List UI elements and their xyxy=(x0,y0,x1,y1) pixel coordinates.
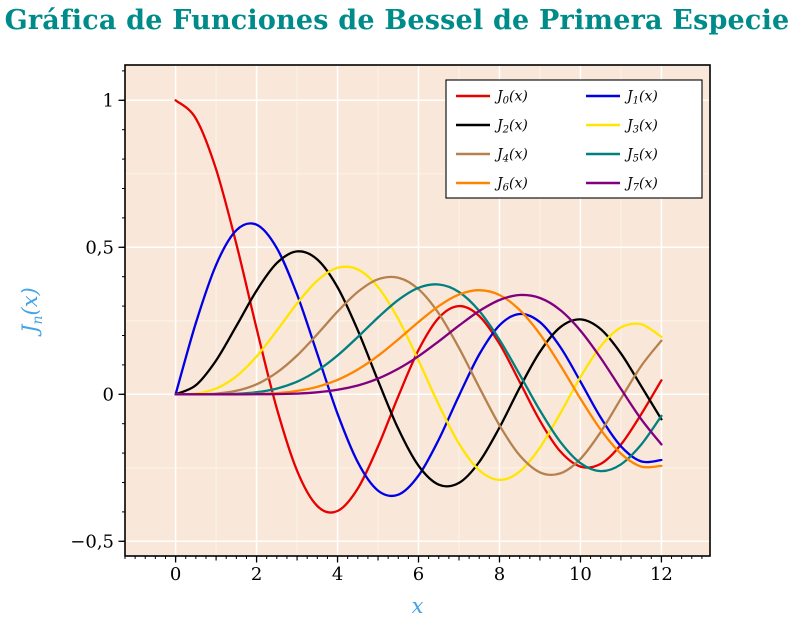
x-axis-label: x xyxy=(125,594,710,618)
x-tick-label: 6 xyxy=(413,564,424,585)
curve-j7 xyxy=(174,293,663,446)
curve-j2 xyxy=(174,250,663,488)
y-tick-labels: −0,5 0 0,5 1 xyxy=(70,90,114,552)
y-tick-label: 0,5 xyxy=(85,237,114,258)
y-tick-label: 0 xyxy=(103,384,114,405)
legend-label-j4: J4(x) xyxy=(494,147,528,165)
chart-title: Gráfica de Funciones de Bessel de Primer… xyxy=(4,5,790,36)
legend-label-j2: J2(x) xyxy=(494,118,528,136)
x-axis-label-text: x xyxy=(411,594,424,618)
legend-label-j1: J1(x) xyxy=(624,89,658,107)
bessel-chart: 0 2 4 6 8 10 12 −0,5 0 0,5 1 J0(x) J1(x) J2(x) J3(x) J4… xyxy=(70,64,711,585)
y-tick-label: 1 xyxy=(103,90,114,111)
curve-j3 xyxy=(174,265,663,482)
axis-frame xyxy=(124,64,711,557)
curves xyxy=(174,99,663,514)
legend-label-j3: J3(x) xyxy=(624,118,658,136)
curve-j4 xyxy=(174,275,663,476)
x-tick-label: 2 xyxy=(251,564,262,585)
y-axis-label-rest: (x) xyxy=(17,287,42,316)
x-tick-label: 8 xyxy=(494,564,505,585)
x-tick-label: 0 xyxy=(170,564,181,585)
legend: J0(x) J1(x) J2(x) J3(x) J4(x) J5(x) J6(x) J7(x) xyxy=(445,79,703,199)
legend-label-j7: J7(x) xyxy=(624,176,658,194)
curve-j5 xyxy=(174,283,663,473)
y-axis-label-base: J xyxy=(17,324,42,333)
curve-j1 xyxy=(174,222,663,498)
legend-label-j6: J6(x) xyxy=(494,176,528,194)
tick-marks xyxy=(118,70,703,563)
x-tick-label: 12 xyxy=(650,564,673,585)
legend-box xyxy=(445,79,703,199)
y-axis-label-sub: n xyxy=(30,315,47,325)
x-tick-label: 4 xyxy=(332,564,343,585)
y-axis-label: Jn(x) xyxy=(18,250,46,370)
y-tick-label: −0,5 xyxy=(70,531,114,552)
legend-label-j5: J5(x) xyxy=(624,147,658,165)
x-tick-label: 10 xyxy=(569,564,592,585)
x-tick-labels: 0 2 4 6 8 10 12 xyxy=(170,564,673,585)
legend-label-j0: J0(x) xyxy=(494,89,528,107)
